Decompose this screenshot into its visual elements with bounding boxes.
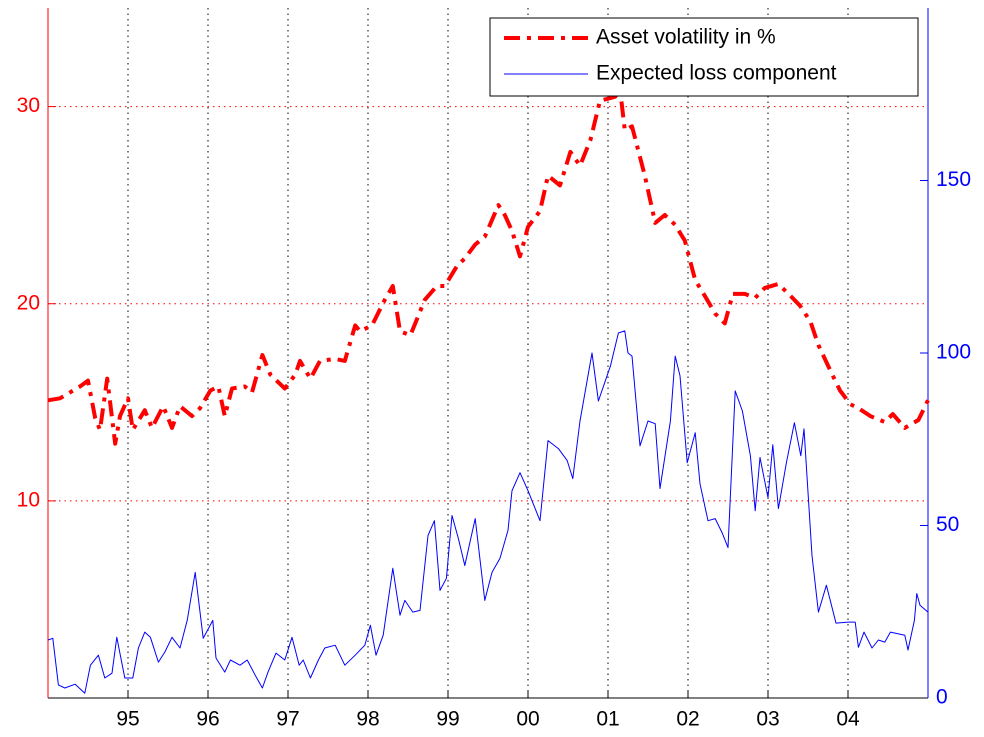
x-tick-label: 99 bbox=[436, 708, 459, 731]
y2-tick-label: 150 bbox=[936, 168, 971, 191]
y-tick-label: 30 bbox=[17, 94, 40, 117]
legend: Asset volatility in % Expected loss compo… bbox=[489, 17, 919, 97]
series-line bbox=[47, 86, 930, 446]
x-tick-label: 01 bbox=[596, 708, 619, 731]
y-tick-label: 10 bbox=[17, 488, 40, 511]
x-tick-label: 98 bbox=[356, 708, 379, 731]
legend-label: Expected loss component bbox=[596, 62, 837, 85]
x-tick-label: 00 bbox=[516, 708, 539, 731]
y-tick-label: 20 bbox=[17, 291, 40, 314]
y2-tick-label: 50 bbox=[936, 513, 959, 536]
legend-label: Asset volatility in % bbox=[596, 26, 776, 49]
y2-tick-label: 0 bbox=[936, 686, 948, 709]
x-tick-label: 02 bbox=[676, 708, 699, 731]
x-tick-label: 97 bbox=[276, 708, 299, 731]
x-tick-label: 95 bbox=[116, 708, 139, 731]
y2-tick-label: 100 bbox=[936, 341, 971, 364]
x-tick-label: 96 bbox=[196, 708, 219, 731]
x-tick-label: 03 bbox=[756, 708, 779, 731]
x-tick-label: 04 bbox=[836, 708, 860, 731]
legend-box bbox=[489, 17, 919, 97]
series-line bbox=[47, 330, 929, 694]
